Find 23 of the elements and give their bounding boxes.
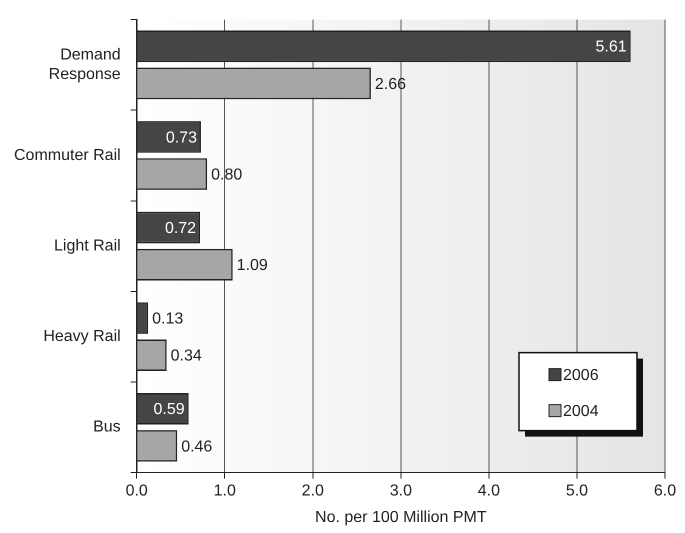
x-tick-label: 5.0 [566, 482, 588, 500]
y-tick-label: Bus [93, 418, 121, 436]
text: 0.72 [164, 220, 196, 237]
y-tick-label: Demand Response [48, 46, 121, 83]
x-tick-label: 6.0 [654, 482, 676, 500]
text: 0.59 [154, 401, 185, 418]
y-tick-label: Light Rail [54, 238, 121, 255]
x-tick-label: 3.0 [390, 482, 412, 500]
text: 0.46 [181, 438, 212, 456]
text: 5.61 [596, 38, 627, 56]
x-tick-label: 1.0 [214, 482, 236, 500]
legend-label: 2004 [563, 403, 599, 420]
text: 1.09 [236, 257, 268, 274]
y-tick-label: Heavy Rail [43, 328, 121, 346]
text: 0.13 [152, 310, 184, 328]
legend-label: 2006 [563, 367, 599, 384]
text: 0.73 [166, 129, 197, 146]
y-tick-label: Commuter Rail [14, 146, 121, 164]
x-tick-label: 4.0 [478, 482, 500, 500]
x-tick-label: 2.0 [302, 482, 324, 500]
x-tick-label: 0.0 [126, 482, 148, 500]
x-axis-title: No. per 100 Million PMT [315, 508, 487, 526]
text: 0.34 [170, 348, 202, 365]
